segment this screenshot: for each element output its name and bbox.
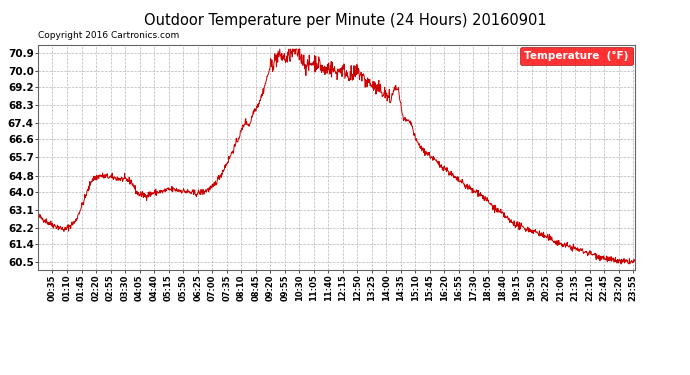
Temperature  (°F) — [631, 258, 639, 263]
Temperature  (°F) — [233, 140, 242, 144]
Temperature  (°F) — [275, 47, 284, 51]
Legend: Temperature  (°F): Temperature (°F) — [520, 47, 633, 66]
Text: Copyright 2016 Cartronics.com: Copyright 2016 Cartronics.com — [38, 32, 179, 40]
Temperature  (°F) — [617, 262, 625, 266]
Temperature  (°F) — [507, 220, 515, 225]
Temperature  (°F) — [34, 213, 42, 217]
Temperature  (°F) — [152, 193, 160, 198]
Temperature  (°F) — [429, 157, 437, 162]
Text: Outdoor Temperature per Minute (24 Hours) 20160901: Outdoor Temperature per Minute (24 Hours… — [144, 13, 546, 28]
Temperature  (°F) — [166, 187, 175, 192]
Line: Temperature  (°F): Temperature (°F) — [38, 49, 635, 264]
Temperature  (°F) — [560, 241, 569, 245]
